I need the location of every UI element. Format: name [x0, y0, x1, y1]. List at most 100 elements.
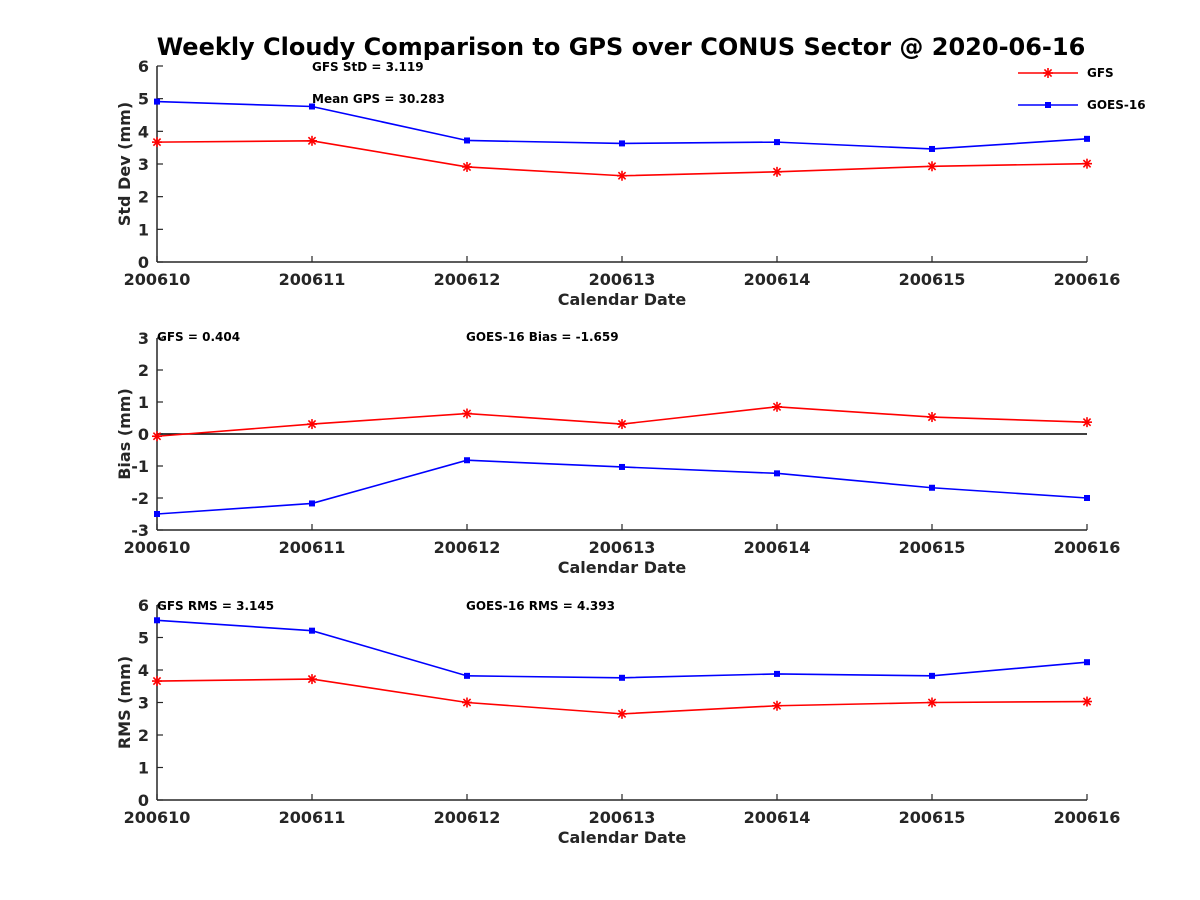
x-tick-label: 200615	[899, 270, 966, 289]
panel-1: 0 1 2 3 4 5 6 200610 200611 200612 200613 200614 200…	[115, 57, 1120, 309]
y-axis-label: Bias (mm)	[115, 388, 134, 480]
annotation: GOES-16 RMS = 4.393	[466, 599, 615, 613]
point-goes-16	[309, 103, 315, 110]
point-goes-16	[619, 140, 625, 147]
x-tick-label: 200611	[279, 538, 346, 557]
point-gfs	[617, 419, 627, 430]
x-tick-label: 200611	[279, 808, 346, 827]
point-goes-16	[1084, 659, 1090, 666]
point-goes-16	[154, 511, 160, 517]
chart-title: Weekly Cloudy Comparison to GPS over CON…	[157, 33, 1086, 61]
legend-goes-label: GOES-16	[1087, 98, 1146, 112]
panel-3: 0 1 2 3 4 5 6 200610 200611 200612 200613 200614 200…	[115, 596, 1120, 847]
point-goes-16	[154, 617, 160, 624]
y-tick-label: 3	[138, 329, 149, 348]
y-tick-label: 1	[138, 393, 149, 412]
point-goes-16	[464, 137, 470, 144]
point-goes-16	[464, 672, 470, 679]
x-tick-label: 200615	[899, 538, 966, 557]
point-gfs	[307, 135, 317, 146]
x-axis-label: Calendar Date	[558, 558, 687, 577]
x-tick-label: 200611	[279, 270, 346, 289]
y-tick-label: 0	[138, 791, 149, 810]
point-gfs	[927, 412, 937, 423]
y-tick-label: 3	[138, 694, 149, 713]
point-gfs	[772, 401, 782, 412]
x-tick-label: 200610	[124, 270, 191, 289]
x-tick-label: 200616	[1054, 270, 1121, 289]
y-tick-label: 2	[138, 361, 149, 380]
annotation: GOES-16 Bias = -1.659	[466, 330, 619, 344]
point-goes-16	[619, 463, 625, 470]
point-gfs	[1082, 696, 1092, 707]
point-gfs	[462, 697, 472, 708]
y-tick-label: 4	[138, 661, 149, 680]
y-tick-label: 2	[138, 188, 149, 207]
annotation: Mean GPS = 30.283	[312, 92, 445, 106]
point-goes-16	[1084, 495, 1090, 501]
point-gfs	[307, 674, 317, 685]
point-gfs	[772, 700, 782, 711]
point-goes-16	[774, 470, 780, 477]
annotation: GFS StD = 3.119	[312, 60, 424, 74]
point-gfs	[462, 408, 472, 419]
point-gfs	[927, 697, 937, 708]
series-line-goes-16	[156, 619, 1088, 679]
x-tick-label: 200610	[124, 538, 191, 557]
point-goes-16	[774, 670, 780, 677]
y-tick-label: 6	[138, 596, 149, 615]
point-gfs	[462, 161, 472, 172]
y-tick-label: 5	[138, 629, 149, 648]
x-tick-label: 200614	[744, 538, 811, 557]
x-tick-label: 200616	[1054, 808, 1121, 827]
point-goes-16	[464, 457, 470, 464]
y-tick-label: -2	[131, 489, 149, 508]
point-gfs	[772, 166, 782, 177]
point-gfs	[1082, 158, 1092, 169]
y-tick-label: 1	[138, 759, 149, 778]
point-gfs	[152, 676, 162, 687]
point-goes-16	[929, 145, 935, 152]
x-tick-label: 200613	[589, 538, 656, 557]
x-tick-label: 200613	[589, 808, 656, 827]
y-tick-label: 4	[138, 122, 149, 141]
legend-gfs-marker	[1043, 68, 1053, 78]
y-tick-label: 2	[138, 726, 149, 745]
y-tick-label: -1	[131, 457, 149, 476]
x-tick-label: 200612	[434, 538, 501, 557]
point-goes-16	[774, 139, 780, 146]
legend-goes-marker	[1045, 102, 1051, 108]
point-goes-16	[309, 627, 315, 634]
y-tick-label: 5	[138, 90, 149, 109]
y-tick-label: 0	[138, 253, 149, 272]
x-tick-label: 200614	[744, 270, 811, 289]
x-tick-label: 200612	[434, 270, 501, 289]
point-gfs	[152, 137, 162, 148]
point-gfs	[617, 708, 627, 719]
point-gfs	[152, 431, 162, 442]
annotation: GFS RMS = 3.145	[157, 599, 274, 613]
y-tick-label: 1	[138, 220, 149, 239]
point-gfs	[1082, 417, 1092, 428]
point-goes-16	[309, 500, 315, 507]
y-tick-label: -3	[131, 521, 149, 540]
y-tick-label: 3	[138, 155, 149, 174]
point-goes-16	[929, 484, 935, 491]
annotation: GFS = 0.404	[157, 330, 240, 344]
point-gfs	[927, 161, 937, 172]
point-gfs	[307, 419, 317, 430]
x-axis-label: Calendar Date	[558, 290, 687, 309]
x-tick-label: 200613	[589, 270, 656, 289]
x-tick-label: 200616	[1054, 538, 1121, 557]
x-axis-label: Calendar Date	[558, 828, 687, 847]
y-tick-label: 0	[138, 425, 149, 444]
point-goes-16	[619, 674, 625, 681]
legend: GFS GOES-16	[1018, 66, 1146, 112]
y-axis-label: RMS (mm)	[115, 656, 134, 749]
panel-2: -3 -2 -1 0 1 2 3 200610 200611 200612 200613 200614…	[115, 329, 1120, 577]
series-line-gfs	[156, 678, 1088, 715]
x-tick-label: 200615	[899, 808, 966, 827]
y-tick-label: 6	[138, 57, 149, 76]
